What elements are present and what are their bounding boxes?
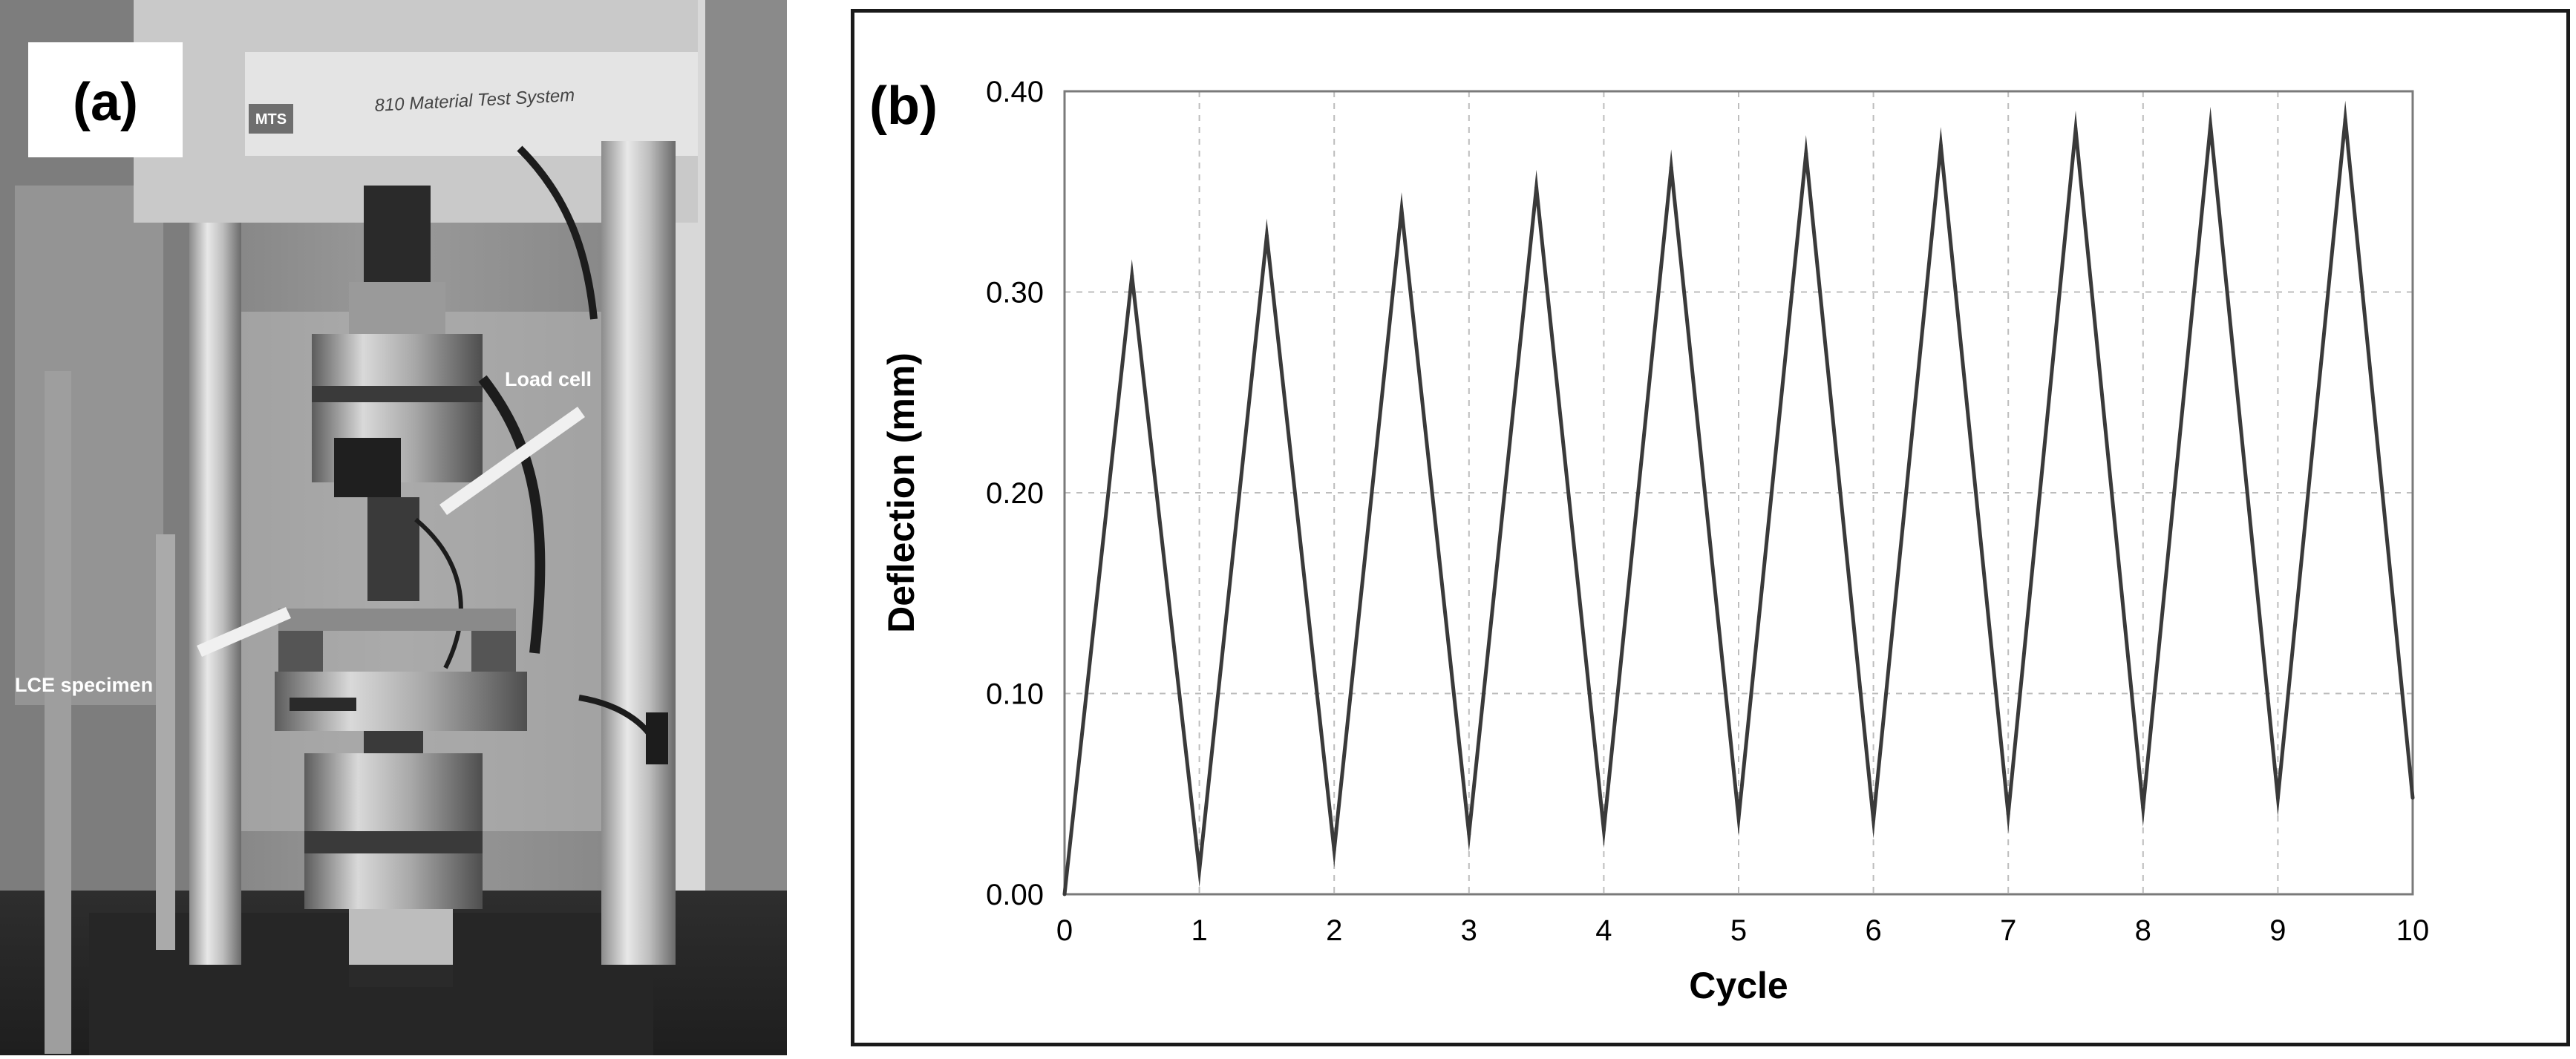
y-tick-label: 0.10: [986, 678, 1044, 711]
y-tick-label: 0.40: [986, 76, 1044, 108]
lce-specimen-label: LCE specimen: [15, 674, 153, 696]
data-point: [1601, 827, 1606, 832]
data-point: [2141, 806, 2145, 810]
x-tick-label: 7: [2000, 914, 2016, 947]
data-point: [1736, 816, 1741, 820]
y-tick-label: 0.00: [986, 879, 1044, 911]
data-point: [1399, 208, 1404, 212]
y-tick-label: 0.20: [986, 477, 1044, 510]
x-tick-label: 9: [2269, 914, 2286, 947]
plot-area: [1063, 90, 2414, 896]
x-tick-label: 5: [1730, 914, 1747, 947]
x-tick-label: 0: [1056, 914, 1073, 947]
x-axis-label: Cycle: [1689, 965, 1788, 1006]
data-point: [1264, 234, 1269, 238]
right-column: [601, 141, 676, 965]
left-column: [189, 223, 241, 965]
panel-b-label: (b): [869, 76, 938, 136]
panel-a-label: (a): [73, 73, 138, 132]
machine-brand-text: MTS: [255, 111, 287, 128]
deflection-chart: (b) 0 1 2 3 4 5 6 7 8 9 10 0.00 0.10 0.20 0.30 0.40 Cyc…: [869, 76, 2429, 1006]
lce-specimen: [278, 609, 516, 631]
data-point: [1197, 868, 1202, 873]
test-machine-photo: MTS 810 Material Test System: [0, 0, 787, 1055]
panel-a-label-box: [28, 42, 183, 157]
x-tick-label: 1: [1191, 914, 1207, 947]
data-point: [2410, 796, 2415, 800]
data-point: [1804, 151, 1808, 156]
series-group: [1062, 100, 2415, 896]
axis-ticks: 0 1 2 3 4 5 6 7 8 9 10 0.00 0.10 0.20 0.30 0.40: [986, 76, 2429, 947]
x-tick-label: 2: [1326, 914, 1342, 947]
grid: [1065, 91, 2413, 894]
data-point: [2073, 127, 2078, 131]
data-point: [1332, 847, 1336, 852]
data-point: [1534, 186, 1539, 190]
load-cell-label: Load cell: [505, 368, 592, 390]
y-tick-label: 0.30: [986, 277, 1044, 309]
data-point: [1130, 274, 1134, 278]
y-axis-label: Deflection (mm): [880, 353, 922, 633]
x-tick-label: 8: [2135, 914, 2151, 947]
chart-panel: (b) 0 1 2 3 4 5 6 7 8 9 10 0.00 0.10 0.20 0.30 0.40 Cyc…: [851, 9, 2570, 1046]
data-point: [1669, 165, 1673, 170]
data-point: [2209, 123, 2213, 128]
data-point: [1938, 143, 1943, 148]
mts-logo: [249, 104, 293, 134]
data-point: [2343, 117, 2347, 122]
data-point: [1062, 892, 1067, 896]
data-point: [1467, 832, 1471, 836]
data-point: [2006, 812, 2010, 816]
x-tick-label: 3: [1461, 914, 1477, 947]
photo-panel: MTS 810 Material Test System: [0, 0, 787, 1055]
x-tick-label: 6: [1865, 914, 1881, 947]
x-tick-label: 10: [2396, 914, 2430, 947]
data-point: [2275, 796, 2280, 800]
x-tick-label: 4: [1595, 914, 1612, 947]
data-point: [1871, 818, 1876, 822]
